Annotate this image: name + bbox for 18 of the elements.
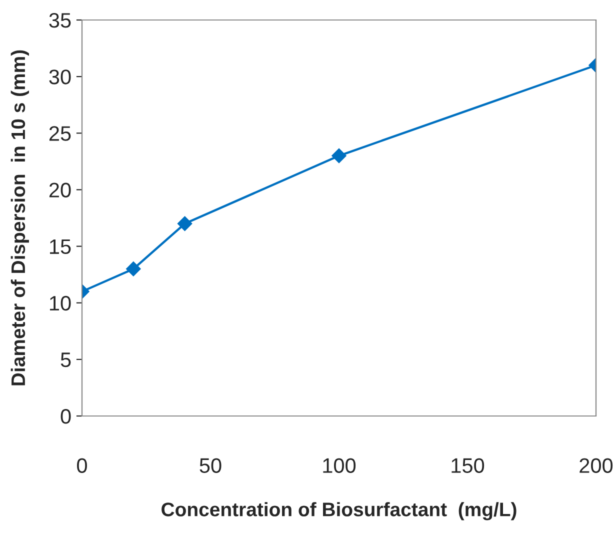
point bbox=[332, 148, 346, 164]
x-axis-title: Concentration of Biosurfactant (mg/L) bbox=[162, 502, 516, 520]
y-tick-label: 0 bbox=[60, 409, 71, 424]
point bbox=[126, 262, 141, 276]
y-tick-label: 15 bbox=[50, 240, 71, 254]
point bbox=[177, 216, 192, 232]
y-tick-label: 5 bbox=[60, 352, 71, 368]
y-tick-label: 20 bbox=[49, 182, 71, 198]
y-tick-label: 10 bbox=[50, 296, 71, 311]
x-tick-label: 100 bbox=[323, 458, 356, 473]
x-tick-label: 150 bbox=[452, 458, 484, 473]
x-tick-label: 0 bbox=[77, 458, 87, 473]
y-axis-title: Diameter of Dispersion in 10 s (mm) bbox=[10, 50, 29, 386]
y-tick-label: 35 bbox=[49, 13, 71, 28]
x-tick-label: 200 bbox=[580, 458, 613, 473]
x-tick-label: 50 bbox=[200, 458, 222, 473]
y-tick-label: 25 bbox=[49, 126, 71, 141]
y-tick-label: 30 bbox=[49, 70, 71, 84]
